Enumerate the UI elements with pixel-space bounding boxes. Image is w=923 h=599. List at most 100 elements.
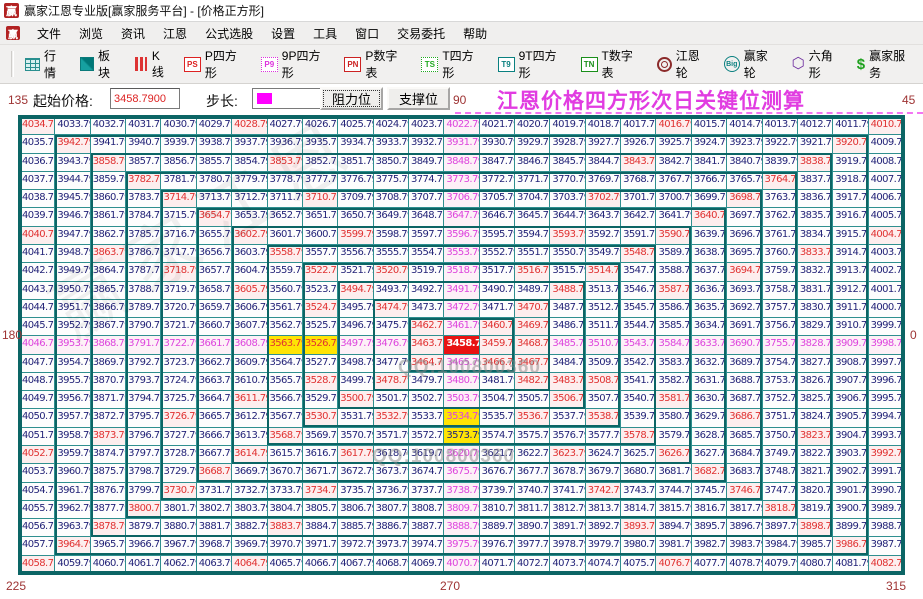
grid-cell[interactable]: 3958.79 — [55, 427, 90, 446]
grid-cell[interactable]: 3729.79 — [161, 464, 196, 482]
grid-cell[interactable]: 3525.79 — [302, 318, 338, 336]
grid-cell[interactable]: 3602.79 — [232, 226, 267, 244]
grid-cell[interactable]: 3512.79 — [585, 299, 621, 318]
grid-cell[interactable]: 3894.79 — [656, 519, 691, 537]
grid-cell[interactable]: 3888.79 — [444, 519, 479, 537]
grid-cell[interactable]: 3620.79 — [444, 446, 479, 464]
grid-cell[interactable]: 3823.79 — [797, 427, 833, 446]
grid-cell[interactable]: 4028.79 — [232, 117, 267, 135]
menu-item-10[interactable]: 帮助 — [463, 26, 488, 41]
grid-cell[interactable]: 3785.79 — [126, 226, 161, 244]
grid-cell[interactable]: 3930.79 — [479, 135, 515, 153]
grid-cell[interactable]: 4002.79 — [868, 263, 903, 281]
grid-cell[interactable]: 4021.79 — [479, 117, 515, 135]
grid-cell[interactable]: 3697.79 — [727, 208, 762, 226]
grid-cell[interactable]: 3817.79 — [727, 500, 762, 519]
grid-cell[interactable]: 3510.79 — [585, 336, 621, 354]
grid-cell[interactable]: 3903.79 — [833, 446, 868, 464]
grid-cell[interactable]: 3762.79 — [762, 208, 797, 226]
grid-cell[interactable]: 3535.79 — [479, 409, 515, 427]
grid-cell[interactable]: 3910.79 — [833, 318, 868, 336]
grid-cell[interactable]: 3612.79 — [232, 409, 267, 427]
grid-cell[interactable]: 3773.79 — [444, 171, 479, 190]
grid-cell[interactable]: 4069.79 — [408, 555, 444, 573]
grid-cell[interactable]: 3895.79 — [691, 519, 727, 537]
grid-cell[interactable]: 4082.79 — [868, 555, 903, 573]
grid-cell[interactable]: 3685.79 — [727, 427, 762, 446]
grid-cell[interactable]: 3851.79 — [338, 153, 373, 171]
grid-cell[interactable]: 3521.79 — [338, 263, 373, 281]
grid-cell[interactable]: 3690.79 — [727, 336, 762, 354]
grid-cell[interactable]: 3836.79 — [797, 190, 833, 208]
grid-cell[interactable]: 4023.79 — [408, 117, 444, 135]
grid-cell[interactable]: 3642.79 — [621, 208, 656, 226]
grid-cell[interactable]: 3565.79 — [267, 372, 302, 391]
grid-cell[interactable]: 3650.79 — [338, 208, 373, 226]
grid-cell[interactable]: 3715.79 — [161, 208, 196, 226]
grid-cell[interactable]: 3477.79 — [373, 354, 408, 372]
grid-cell[interactable]: 3632.79 — [691, 354, 727, 372]
grid-cell[interactable]: 3573.79 — [444, 427, 479, 446]
grid-cell[interactable]: 3967.79 — [161, 537, 196, 555]
grid-cell[interactable]: 3867.79 — [90, 318, 126, 336]
grid-cell[interactable]: 3698.79 — [727, 190, 762, 208]
grid-cell[interactable]: 3490.79 — [479, 281, 515, 299]
menu-item-6[interactable]: 设置 — [271, 26, 296, 41]
grid-cell[interactable]: 3820.79 — [797, 482, 833, 500]
grid-cell[interactable]: 3982.79 — [691, 537, 727, 555]
grid-cell[interactable]: 3830.79 — [797, 299, 833, 318]
grid-cell[interactable]: 3744.79 — [656, 482, 691, 500]
grid-cell[interactable]: 3997.79 — [868, 354, 903, 372]
grid-cell[interactable]: 4065.79 — [267, 555, 302, 573]
grid-cell[interactable]: 3963.79 — [55, 519, 90, 537]
grid-cell[interactable]: 3635.79 — [691, 299, 727, 318]
grid-cell[interactable]: 4049.79 — [20, 391, 55, 409]
grid-cell[interactable]: 3942.79 — [55, 135, 90, 153]
grid-cell[interactable]: 3670.79 — [267, 464, 302, 482]
grid-cell[interactable]: 3726.79 — [161, 409, 196, 427]
grid-cell[interactable]: 3514.79 — [585, 263, 621, 281]
grid-cell[interactable]: 3900.79 — [833, 500, 868, 519]
grid-cell[interactable]: 3538.79 — [585, 409, 621, 427]
grid-cell[interactable]: 3495.79 — [338, 299, 373, 318]
grid-cell[interactable]: 4073.79 — [550, 555, 585, 573]
grid-cell[interactable]: 3809.79 — [444, 500, 479, 519]
grid-cell[interactable]: 3772.79 — [479, 171, 515, 190]
grid-cell[interactable]: 3992.79 — [868, 446, 903, 464]
grid-cell[interactable]: 3526.79 — [302, 336, 338, 354]
grid-cell[interactable]: 3906.79 — [833, 391, 868, 409]
grid-cell[interactable]: 4007.79 — [868, 171, 903, 190]
grid-cell[interactable]: 4055.79 — [20, 500, 55, 519]
grid-cell[interactable]: 3643.79 — [585, 208, 621, 226]
grid-cell[interactable]: 3596.79 — [444, 226, 479, 244]
grid-cell[interactable]: 3828.79 — [797, 336, 833, 354]
grid-cell[interactable]: 3998.79 — [868, 336, 903, 354]
grid-cell[interactable]: 3567.79 — [267, 409, 302, 427]
grid-cell[interactable]: 4070.79 — [444, 555, 479, 573]
grid-cell[interactable]: 3794.79 — [126, 391, 161, 409]
grid-cell[interactable]: 3880.79 — [161, 519, 196, 537]
grid-cell[interactable]: 3935.79 — [302, 135, 338, 153]
grid-cell[interactable]: 3848.79 — [444, 153, 479, 171]
grid-cell[interactable]: 3468.79 — [515, 336, 550, 354]
grid-cell[interactable]: 3625.79 — [621, 446, 656, 464]
grid-cell[interactable]: 3509.79 — [585, 354, 621, 372]
grid-cell[interactable]: 3601.79 — [267, 226, 302, 244]
grid-cell[interactable]: 3871.79 — [90, 391, 126, 409]
grid-cell[interactable]: 3687.79 — [727, 391, 762, 409]
grid-cell[interactable]: 3707.79 — [408, 190, 444, 208]
grid-cell[interactable]: 3914.79 — [833, 244, 868, 263]
grid-cell[interactable]: 3907.79 — [833, 372, 868, 391]
grid-cell[interactable]: 4052.79 — [20, 446, 55, 464]
grid-cell[interactable]: 3641.79 — [656, 208, 691, 226]
grid-cell[interactable]: 3838.79 — [797, 153, 833, 171]
grid-cell[interactable]: 3539.79 — [621, 409, 656, 427]
support-button[interactable]: 支撑位 — [387, 87, 450, 110]
grid-cell[interactable]: 3840.79 — [727, 153, 762, 171]
grid-cell[interactable]: 3959.79 — [55, 446, 90, 464]
grid-cell[interactable]: 3813.79 — [585, 500, 621, 519]
grid-cell[interactable]: 3692.79 — [727, 299, 762, 318]
grid-cell[interactable]: 3845.79 — [550, 153, 585, 171]
grid-cell[interactable]: 3924.79 — [691, 135, 727, 153]
menu-item-9[interactable]: 交易委托 — [397, 26, 446, 41]
